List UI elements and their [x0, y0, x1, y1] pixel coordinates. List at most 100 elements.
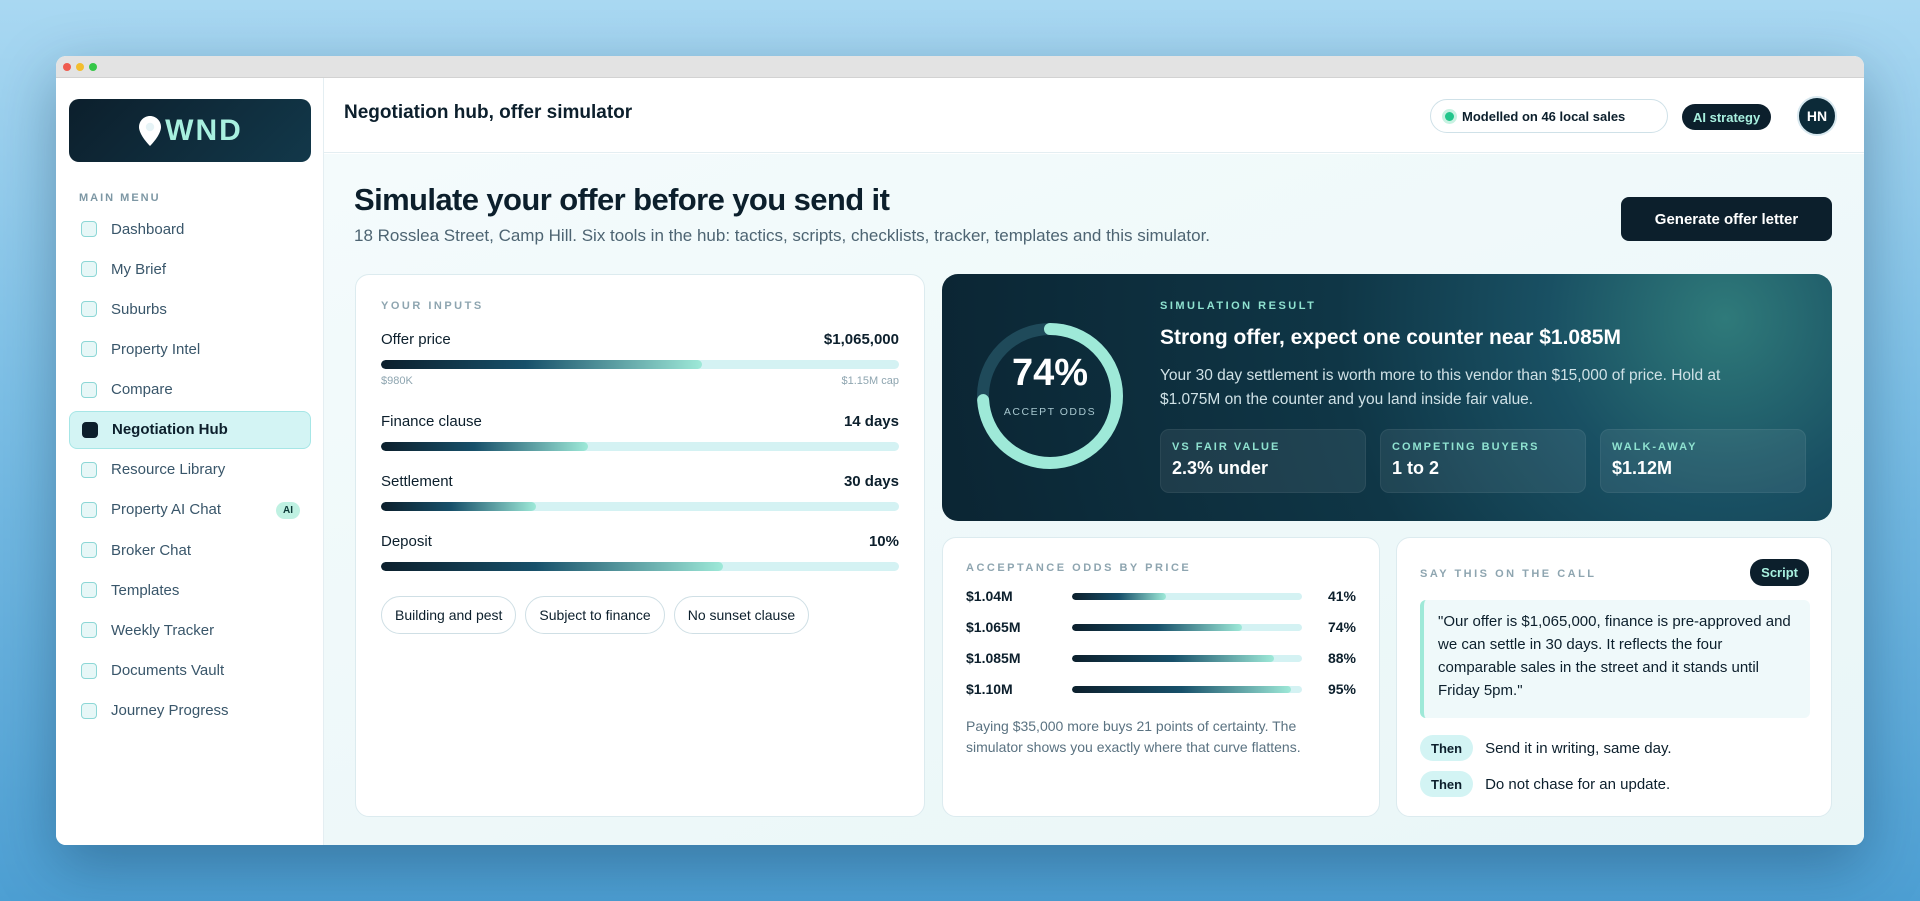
- slider-fill: [381, 360, 703, 369]
- slider-track[interactable]: [381, 562, 899, 571]
- inputs-label: YOUR INPUTS: [381, 300, 484, 312]
- step-text: Send it in writing, same day.: [1485, 739, 1672, 757]
- odds-label: ACCEPTANCE ODDS BY PRICE: [966, 562, 1192, 574]
- odds-bar-fill: [1072, 592, 1167, 600]
- slider-name: Deposit: [381, 533, 432, 550]
- slider-name: Finance clause: [381, 413, 482, 430]
- sidebar-item-label: Dashboard: [111, 220, 185, 238]
- inputs-card: YOUR INPUTS Offer price $1,065,000 $980K…: [355, 274, 925, 817]
- menu-checkbox-icon: [81, 542, 97, 559]
- odds-price: $1.10M: [966, 681, 1013, 697]
- settlement-slider[interactable]: Settlement 30 days: [381, 473, 899, 511]
- close-window-button[interactable]: [63, 63, 71, 71]
- step-text: Do not chase for an update.: [1485, 775, 1671, 793]
- call-script-card: SAY THIS ON THE CALL Script "Our offer i…: [1396, 537, 1832, 817]
- accept-odds-arc: [977, 323, 1123, 469]
- sidebar-item-resource-library[interactable]: Resource Library: [69, 451, 311, 489]
- chip-building-and-pest[interactable]: Building and pest: [381, 596, 517, 634]
- menu-checkbox-icon: [81, 501, 97, 518]
- condition-chips: Building and pest Subject to finance No …: [381, 596, 810, 634]
- accept-odds-value: 74%: [1011, 352, 1089, 394]
- stat-label: COMPETING BUYERS: [1392, 441, 1540, 453]
- script-quote: "Our offer is $1,065,000, finance is pre…: [1420, 600, 1810, 718]
- sidebar-item-suburbs[interactable]: Suburbs: [69, 290, 311, 328]
- model-status-pill: Modelled on 46 local sales: [1430, 99, 1668, 133]
- stat-competing-buyers: COMPETING BUYERS 1 to 2: [1380, 429, 1586, 493]
- stat-value: $1.12M: [1612, 458, 1673, 478]
- stat-label: VS FAIR VALUE: [1172, 441, 1281, 453]
- window-titlebar: [56, 56, 1864, 78]
- sidebar-item-label: Journey Progress: [111, 702, 229, 720]
- brand-logo[interactable]: WND: [69, 99, 311, 162]
- slider-track[interactable]: [381, 360, 899, 369]
- sidebar-item-label: Weekly Tracker: [111, 621, 215, 639]
- script-step: Then Send it in writing, same day.: [1420, 735, 1672, 761]
- odds-bar-fill: [1072, 623, 1243, 631]
- odds-bar: [1072, 654, 1302, 662]
- menu-checkbox-icon: [81, 261, 97, 278]
- sidebar-item-dashboard[interactable]: Dashboard: [69, 210, 311, 248]
- result-label: SIMULATION RESULT: [1160, 300, 1317, 312]
- odds-bar-fill: [1072, 685, 1291, 693]
- brand-name: WND: [165, 113, 243, 147]
- slider-fill: [381, 442, 589, 451]
- slider-track[interactable]: [381, 442, 899, 451]
- slider-value: 30 days: [843, 473, 899, 490]
- slider-track[interactable]: [381, 502, 899, 511]
- then-badge: Then: [1420, 771, 1474, 797]
- deposit-slider[interactable]: Deposit 10%: [381, 533, 899, 571]
- slider-fill: [381, 502, 537, 511]
- stat-value: 2.3% under: [1172, 458, 1269, 478]
- result-title: Strong offer, expect one counter near $1…: [1160, 326, 1621, 349]
- stat-vs-fair-value: VS FAIR VALUE 2.3% under: [1160, 429, 1366, 493]
- user-avatar[interactable]: HN: [1797, 96, 1837, 136]
- sidebar-item-label: Documents Vault: [111, 662, 225, 680]
- menu-checkbox-icon: [81, 702, 97, 719]
- slider-name: Offer price: [381, 331, 451, 348]
- slider-value: 10%: [868, 533, 899, 550]
- map-pin-icon: [139, 115, 162, 146]
- menu-checkbox-icon: [81, 381, 97, 398]
- sidebar-item-templates[interactable]: Templates: [69, 571, 311, 609]
- odds-pct: 74%: [1327, 619, 1356, 635]
- sidebar: WND MAIN MENU Dashboard My Brief Suburbs Pr…: [56, 78, 324, 845]
- accept-odds-ring: [977, 323, 1123, 469]
- offer-price-slider[interactable]: Offer price $1,065,000 $980K $1.15M cap: [381, 331, 899, 387]
- odds-row: $1.065M 74%: [966, 617, 1356, 637]
- stat-value: 1 to 2: [1392, 458, 1440, 478]
- script-button[interactable]: Script: [1750, 559, 1809, 586]
- generate-offer-letter-button[interactable]: Generate offer letter: [1621, 197, 1832, 241]
- sidebar-item-property-ai-chat[interactable]: Property AI Chat AI: [69, 491, 311, 529]
- menu-checkbox-icon: [81, 461, 97, 478]
- chip-no-sunset-clause[interactable]: No sunset clause: [673, 596, 810, 634]
- simulation-result-card: 74% ACCEPT ODDS SIMULATION RESULT Strong…: [942, 274, 1832, 521]
- page-title: Negotiation hub, offer simulator: [344, 102, 633, 123]
- odds-pct: 41%: [1327, 588, 1356, 604]
- sidebar-item-broker-chat[interactable]: Broker Chat: [69, 531, 311, 569]
- sidebar-item-my-brief[interactable]: My Brief: [69, 250, 311, 288]
- odds-bar: [1072, 623, 1302, 631]
- sidebar-item-label: Property Intel: [111, 340, 201, 358]
- menu-checkbox-icon: [81, 221, 97, 237]
- sidebar-item-property-intel[interactable]: Property Intel: [69, 330, 311, 368]
- menu-checkbox-icon: [81, 582, 97, 599]
- odds-bar-fill: [1072, 654, 1275, 662]
- odds-row: $1.10M 95%: [966, 679, 1356, 699]
- minimize-window-button[interactable]: [76, 63, 84, 71]
- ai-badge: AI: [276, 501, 300, 519]
- sidebar-item-weekly-tracker[interactable]: Weekly Tracker: [69, 611, 311, 649]
- sidebar-item-compare[interactable]: Compare: [69, 371, 311, 409]
- maximize-window-button[interactable]: [89, 63, 97, 71]
- chip-subject-to-finance[interactable]: Subject to finance: [525, 596, 665, 634]
- sidebar-item-label: Resource Library: [111, 461, 226, 479]
- sidebar-item-documents-vault[interactable]: Documents Vault: [69, 652, 311, 690]
- finance-clause-slider[interactable]: Finance clause 14 days: [381, 413, 899, 451]
- odds-pct: 88%: [1327, 650, 1356, 666]
- slider-max-label: $1.15M cap: [841, 375, 899, 387]
- menu-checkbox-icon: [81, 622, 97, 639]
- ai-strategy-badge[interactable]: AI strategy: [1682, 104, 1772, 130]
- stat-walk-away: WALK-AWAY $1.12M: [1600, 429, 1806, 493]
- script-step: Then Do not chase for an update.: [1420, 771, 1670, 797]
- sidebar-item-journey-progress[interactable]: Journey Progress: [69, 692, 311, 730]
- sidebar-item-negotiation-hub[interactable]: Negotiation Hub: [69, 410, 311, 449]
